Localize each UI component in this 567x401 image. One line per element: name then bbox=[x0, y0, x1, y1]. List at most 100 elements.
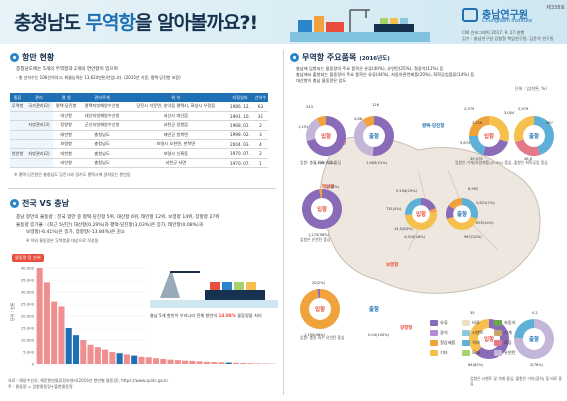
throughput-bar-chart: 단위 : 천톤 40,000 35,000 30,000 25,000 20,000 15,… bbox=[9, 266, 276, 367]
institute-logo: 충남연구원 ChungNam Institute bbox=[462, 6, 562, 28]
authors: 김수 : 충남연구원 김형철 책임연구원, 김윤석 연구원 bbox=[462, 36, 554, 41]
table-cell: 4 bbox=[252, 139, 268, 150]
table-header-cell: 지정일자 bbox=[226, 93, 253, 102]
table-cell: 대산항 bbox=[52, 111, 80, 122]
chart-bar bbox=[218, 362, 225, 364]
anchor-icon bbox=[10, 53, 19, 62]
table-cell: 태안군 원북면 bbox=[124, 130, 227, 141]
compare-note: ※ 이외 물동량은 무역항을 대상으로 작성됨 bbox=[26, 238, 99, 243]
legend-swatch bbox=[430, 350, 438, 356]
section-major-items: 무역항 주요품목 (2016년도) bbox=[290, 52, 390, 63]
compare-icon bbox=[10, 199, 19, 208]
legend-item: 화공 bbox=[494, 340, 512, 346]
source-line-1: 자료 : 해양수산부, 해운항만물류정보센터(2016년 항만별 물동량), h… bbox=[8, 378, 169, 383]
donut-value-label: 39,079 bbox=[470, 157, 483, 161]
donut-daesan-out: 출항 bbox=[354, 116, 395, 156]
donut-value-label: 2,979 bbox=[464, 107, 475, 111]
table-cell: 1968. 01. bbox=[226, 120, 253, 131]
legend-label: 기계 bbox=[504, 330, 512, 335]
items-legend: 유류 광석 철강제품 기타 비료 시멘트 석재 모래 자동차 기계 화공 유연탄 bbox=[430, 320, 560, 375]
y-tick-label: 15,000 bbox=[21, 326, 35, 331]
share-statement: 충남 5개 항만이 우리나라 전체 항만의 14.88% 물동량을 처리 bbox=[150, 312, 262, 319]
chart-bar bbox=[131, 355, 138, 364]
legend-item: 철강제품 bbox=[430, 340, 455, 346]
chart-bar bbox=[51, 301, 58, 364]
table-cell bbox=[10, 158, 26, 169]
chart-bar bbox=[225, 362, 232, 364]
table-cell: 서산시 대산읍 bbox=[124, 111, 227, 122]
y-axis-label: 단위 : 천톤 bbox=[9, 302, 15, 321]
table-cell: 무역항 bbox=[10, 102, 26, 112]
table-cell bbox=[25, 158, 53, 169]
legend-label: 유연탄 bbox=[504, 350, 516, 355]
table-cell bbox=[10, 130, 26, 141]
legend-swatch bbox=[462, 320, 470, 326]
port-table-note: ※ 평택·당진항은 충청남도 당진시와 경기도 평택시에 걸쳐있는 항만임 bbox=[14, 172, 131, 177]
table-cell: 1998. 02. bbox=[226, 130, 253, 141]
section-national-vs-chungnam: 전국 VS 충남 bbox=[10, 198, 69, 209]
chart-bar bbox=[254, 363, 261, 364]
table-cell bbox=[10, 139, 26, 150]
table-cell: 대산지방해양수산청 bbox=[79, 111, 125, 122]
chart-bar bbox=[152, 358, 160, 364]
y-tick-label: 30,000 bbox=[21, 290, 35, 295]
table-cell bbox=[25, 130, 53, 141]
donut-pyeongtaek-in: 입항 bbox=[469, 116, 509, 156]
items-bullet-3: 대산항이 충남 물동량은 압도 bbox=[296, 78, 347, 83]
chart-bar bbox=[189, 360, 196, 364]
chart-bar bbox=[182, 360, 189, 364]
legend-label: 기타 bbox=[440, 350, 448, 355]
table-cell: 연안항 bbox=[10, 148, 26, 159]
taean-caption: 입항은 유연탄 중심 bbox=[300, 237, 331, 242]
donut-value-label: 64(62%) bbox=[468, 363, 484, 367]
section-port-status: 항만 현황 bbox=[10, 52, 54, 63]
donut-center-label: 출항 bbox=[529, 335, 539, 343]
y-tick-label: 40,000 bbox=[21, 266, 35, 271]
table-header-cell: 선석수 bbox=[252, 93, 268, 102]
donut-value-label: 126 bbox=[372, 103, 380, 107]
legend-swatch bbox=[430, 330, 438, 336]
table-cell: 보령시 오천면, 천북면 bbox=[124, 139, 227, 150]
donut-value-label: 2(76%) bbox=[530, 363, 544, 367]
page-title: 충청남도 무역항을 알아볼까요?! bbox=[14, 8, 258, 35]
legend-swatch bbox=[494, 350, 502, 356]
donut-hole bbox=[523, 125, 545, 147]
donut-center-label: 출항 bbox=[529, 132, 539, 140]
donut-center-label: 입항 bbox=[315, 305, 325, 313]
legend-item: 비료 bbox=[462, 320, 480, 326]
table-cell: 31 bbox=[252, 111, 268, 122]
donut-value-label: 695(14%) bbox=[476, 221, 494, 225]
y-tick-label: 5,000 bbox=[23, 350, 34, 355]
donut-value-label: 1,190(98%) bbox=[304, 333, 326, 337]
table-header-cell: 명 칭 bbox=[52, 93, 80, 102]
source-footnote: 자료 : 해양수산부, 해운항만물류정보센터(2016년 항만별 물동량), h… bbox=[8, 378, 278, 390]
table-cell: 1991. 10. bbox=[226, 111, 253, 122]
donut-value-label: 14,5(83%) bbox=[394, 227, 413, 231]
items-bullet-1: 충남에 입항되는 물동량의 주요 품목은 유류(40%), 유연탄(25%), … bbox=[296, 66, 444, 71]
legend-swatch bbox=[494, 320, 502, 326]
chart-bar bbox=[72, 335, 80, 364]
table-cell: 1970. 07. bbox=[226, 148, 253, 159]
donut-hole bbox=[311, 198, 333, 220]
donut-hole bbox=[453, 205, 471, 223]
share-post: 물동량을 처리 bbox=[235, 313, 262, 318]
table-row: 연안항 지방관리(2) 대천항 충청남도 보령시 신흑동 1970. 07. 2 bbox=[10, 148, 268, 159]
y-tick-label: 20,000 bbox=[21, 314, 35, 319]
section-title: 전국 VS 충남 bbox=[22, 199, 69, 208]
donut-hole bbox=[363, 298, 385, 320]
table-cell: 대천항 bbox=[52, 148, 80, 159]
donut-center-label: 출항 bbox=[457, 210, 467, 218]
chart-bar bbox=[123, 354, 130, 364]
y-tick-label: 0 bbox=[32, 362, 35, 367]
table-cell: 2 bbox=[252, 120, 268, 131]
boryeong-caption: 입항: 충동 외수 유연탄 중심 bbox=[300, 335, 345, 340]
donut-center-label: 입항 bbox=[484, 335, 494, 343]
donut-hole bbox=[523, 328, 545, 350]
donut-value-label: 4,248(71%) bbox=[314, 161, 336, 165]
section-title: 항만 현황 bbox=[22, 53, 55, 62]
header-banner: 충청남도 무역항을 알아볼까요?! 충남연구원 ChungNam Institu… bbox=[0, 0, 567, 44]
table-cell: 충청남도 bbox=[79, 139, 125, 150]
items-bullet-2: 충남에서 출항되는 물동량의 주요 품목은 유류(44%), 자동차관련제품(2… bbox=[296, 72, 475, 77]
donut-value-label: 4,510(26%) bbox=[404, 235, 426, 239]
donut-value-label: 3,216 bbox=[472, 121, 483, 125]
